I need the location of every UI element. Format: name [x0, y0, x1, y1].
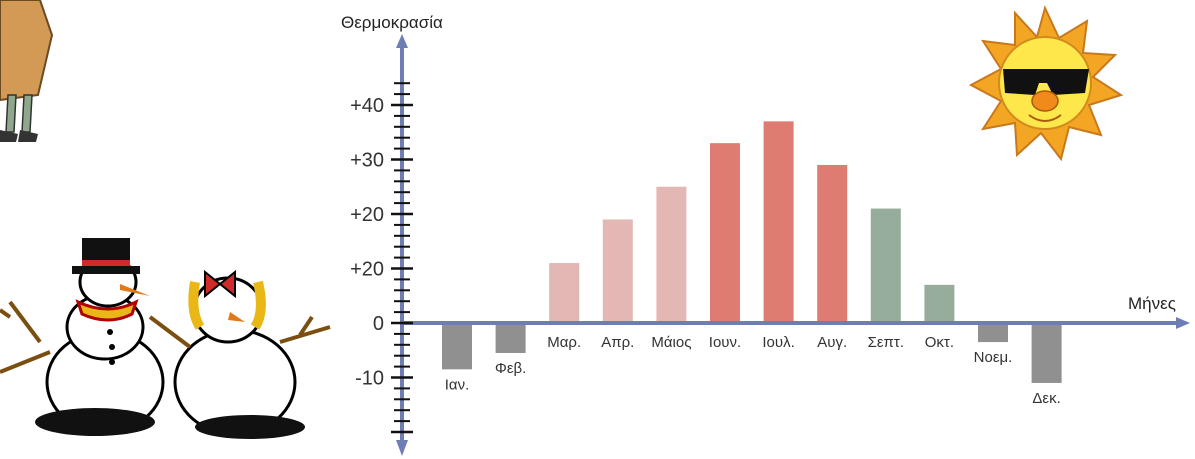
y-tick-label: +20: [350, 259, 384, 281]
y-tick-label: -10: [355, 368, 384, 390]
bar: [924, 284, 955, 321]
bar: [549, 263, 580, 321]
x-category-label: Οκτ.: [925, 334, 954, 351]
y-axis-arrow-down: [396, 440, 408, 456]
x-category-label: Δεκ.: [1032, 390, 1060, 407]
sun-illustration: [968, 5, 1124, 162]
bar: [495, 325, 526, 353]
person-illustration: [0, 0, 54, 142]
x-category-label: Αυγ.: [817, 334, 847, 351]
x-category-label: Ιουν.: [709, 334, 741, 351]
bar: [656, 186, 687, 321]
x-category-label: Σεπτ.: [868, 334, 904, 351]
axes: [391, 34, 1190, 456]
bar: [870, 208, 901, 321]
x-category-label: Ιαν.: [445, 376, 470, 393]
y-tick-label: +20: [350, 204, 384, 226]
y-tick-label: +40: [350, 95, 384, 117]
bar: [442, 325, 472, 370]
bar: [817, 164, 848, 321]
x-category-label: Ιουλ.: [762, 334, 794, 351]
x-axis-arrow: [1176, 317, 1190, 329]
bar: [602, 219, 633, 321]
bar: [1031, 325, 1062, 383]
y-tick-label: +30: [350, 150, 384, 172]
y-axis-arrow-up: [396, 34, 408, 48]
bar: [763, 121, 794, 321]
x-category-label: Απρ.: [601, 334, 634, 351]
bar: [978, 325, 1008, 343]
x-category-label: Φεβ.: [495, 360, 526, 377]
x-axis-title: Μήνες: [1128, 294, 1176, 313]
labels: +40 +30 +20 +20 0 -10 Ιαν. Φεβ. Μαρ. Απρ. Μάιος Ιου…: [350, 95, 1061, 407]
y-axis-minor-ticks: [391, 82, 413, 434]
y-axis-title: Θερμοκρασία: [341, 13, 443, 32]
x-category-label: Μαρ.: [547, 334, 581, 351]
x-category-label: Νοεμ.: [974, 349, 1013, 366]
x-category-label: Μάιος: [651, 334, 691, 351]
bar: [710, 143, 740, 321]
snowmen-illustration: [0, 238, 331, 439]
y-tick-label: 0: [373, 313, 384, 335]
bars: [442, 121, 1062, 383]
